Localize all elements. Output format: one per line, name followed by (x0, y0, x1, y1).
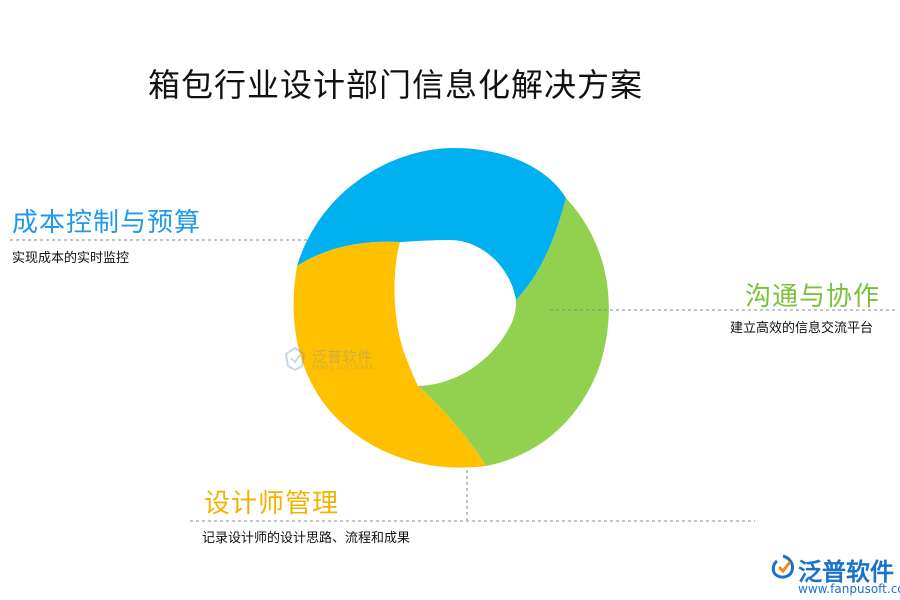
watermark-logo-icon (284, 346, 306, 372)
brand-logo: 泛普软件 www.fanpusoft.com (770, 554, 900, 596)
segment-designer-management (293, 241, 486, 468)
desc-cost-control: 实现成本的实时监控 (12, 251, 130, 266)
heading-cost-control: 成本控制与预算 (12, 208, 202, 238)
segment-communication (418, 198, 609, 466)
heading-communication: 沟通与协作 (745, 282, 881, 312)
brand-logo-icon (771, 554, 794, 579)
segment-cost-control (297, 147, 566, 300)
watermark-text: 泛普软件 (312, 348, 373, 366)
brand-logo-url: www.fanpusoft.com (798, 582, 900, 596)
heading-designer-management: 设计师管理 (204, 489, 340, 519)
brand-logo-name: 泛普软件 (798, 558, 894, 586)
watermark-subtext: FANPU SOFTWARE (312, 364, 374, 371)
desc-communication: 建立高效的信息交流平台 (730, 321, 874, 336)
center-watermark: 泛普软件 FANPU SOFTWARE (282, 346, 373, 376)
page-title: 箱包行业设计部门信息化解决方案 (148, 66, 644, 104)
desc-designer-management: 记录设计师的设计思路、流程和成果 (202, 531, 411, 546)
